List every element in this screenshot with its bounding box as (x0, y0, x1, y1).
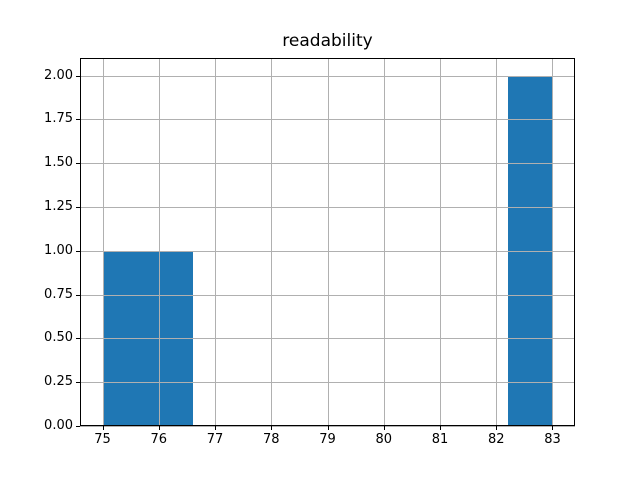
gridline-vertical (215, 58, 216, 426)
x-tick-mark (271, 426, 272, 430)
y-tick-mark (76, 295, 80, 296)
x-tick-mark (384, 426, 385, 430)
x-tick-label: 77 (206, 432, 224, 447)
x-tick-mark (328, 426, 329, 430)
x-tick-label: 82 (487, 432, 505, 447)
gridline-vertical (328, 58, 329, 426)
x-tick-mark (215, 426, 216, 430)
y-tick-mark (76, 338, 80, 339)
gridline-vertical (159, 58, 160, 426)
y-tick-mark (76, 382, 80, 383)
x-tick-label: 80 (375, 432, 393, 447)
y-tick-mark (76, 76, 80, 77)
y-tick-mark (76, 119, 80, 120)
gridline-horizontal (80, 163, 575, 164)
y-tick-mark (76, 251, 80, 252)
y-tick-label: 1.00 (44, 242, 73, 258)
x-tick-mark (496, 426, 497, 430)
gridline-horizontal (80, 251, 575, 252)
x-tick-label: 76 (150, 432, 168, 447)
x-tick-label: 78 (262, 432, 280, 447)
histogram-bar (507, 75, 553, 426)
x-tick-label: 75 (94, 432, 111, 447)
gridline-horizontal (80, 382, 575, 383)
gridline-vertical (271, 58, 272, 426)
x-tick-mark (440, 426, 441, 430)
x-tick-mark (552, 426, 553, 430)
gridline-vertical (384, 58, 385, 426)
x-tick-label: 83 (544, 432, 561, 447)
y-tick-label: 0.50 (44, 330, 73, 346)
y-tick-mark (76, 207, 80, 208)
gridline-vertical (103, 58, 104, 426)
y-tick-label: 1.25 (44, 198, 73, 214)
x-tick-label: 81 (431, 432, 449, 447)
gridline-horizontal (80, 295, 575, 296)
gridline-horizontal (80, 207, 575, 208)
y-tick-mark (76, 163, 80, 164)
x-tick-mark (103, 426, 104, 430)
gridline-horizontal (80, 338, 575, 339)
y-tick-label: 1.50 (44, 155, 73, 171)
x-tick-label: 79 (319, 432, 336, 447)
x-tick-mark (159, 426, 160, 430)
gridline-vertical (440, 58, 441, 426)
y-tick-label: 1.75 (44, 111, 73, 127)
y-tick-label: 0.00 (44, 418, 73, 433)
chart-title: readability (282, 31, 373, 51)
gridline-horizontal (80, 119, 575, 120)
gridline-vertical (552, 58, 553, 426)
y-tick-label: 0.25 (44, 374, 73, 390)
gridline-horizontal (80, 76, 575, 77)
gridline-vertical (496, 58, 497, 426)
y-tick-label: 2.00 (44, 67, 73, 83)
y-tick-label: 0.75 (44, 286, 73, 302)
y-tick-mark (76, 426, 80, 427)
gridline-horizontal (80, 426, 575, 427)
